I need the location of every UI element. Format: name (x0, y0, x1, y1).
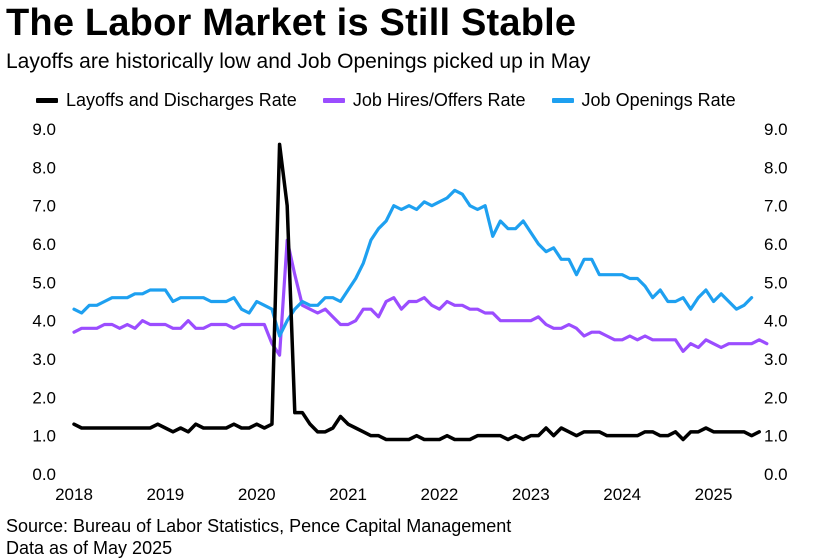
legend-item-openings: Job Openings Rate (551, 90, 736, 111)
x-tick-2024: 2024 (603, 485, 641, 504)
series-line-layoffs-and-discharges-rate (72, 142, 761, 442)
legend-swatch-hires (322, 98, 345, 103)
data-as-of-text: Data as of May 2025 (6, 538, 173, 558)
chart-subtitle: Layoffs are historically low and Job Ope… (6, 50, 591, 73)
source-note: Source: Bureau of Labor Statistics, Penc… (6, 515, 511, 559)
y-tick-right-1: 1.0 (764, 427, 788, 446)
x-tick-2022: 2022 (421, 485, 459, 504)
y-tick-left-0: 0.0 (32, 465, 56, 484)
legend-label-layoffs: Layoffs and Discharges Rate (66, 90, 297, 110)
y-tick-left-2: 2.0 (32, 388, 56, 407)
x-tick-2018: 2018 (55, 485, 93, 504)
chart-legend: Layoffs and Discharges Rate Job Hires/Of… (36, 90, 736, 111)
y-tick-left-8: 8.0 (32, 158, 56, 177)
legend-item-layoffs: Layoffs and Discharges Rate (36, 90, 297, 111)
legend-label-openings: Job Openings Rate (581, 90, 736, 110)
x-tick-2021: 2021 (329, 485, 367, 504)
y-tick-left-7: 7.0 (32, 197, 56, 216)
y-tick-right-7: 7.0 (764, 197, 788, 216)
y-tick-right-4: 4.0 (764, 312, 788, 331)
series-line-job-openings-rate (72, 188, 754, 338)
x-tick-2025: 2025 (695, 485, 733, 504)
y-tick-right-5: 5.0 (764, 273, 788, 292)
y-tick-right-8: 8.0 (764, 158, 788, 177)
y-tick-right-0: 0.0 (764, 465, 788, 484)
line-chart: 0.0 0.0 1.0 1.0 2.0 2.0 3.0 3.0 4.0 4.0 5.0 5.0 6.0 6… (32, 120, 788, 504)
y-tick-right-9: 9.0 (764, 120, 788, 139)
x-tick-2020: 2020 (238, 485, 276, 504)
legend-swatch-layoffs (36, 98, 58, 103)
legend-swatch-openings (551, 98, 574, 103)
y-tick-right-3: 3.0 (764, 350, 788, 369)
x-tick-2019: 2019 (146, 485, 184, 504)
y-tick-left-4: 4.0 (32, 312, 56, 331)
y-tick-left-6: 6.0 (32, 235, 56, 254)
y-tick-left-9: 9.0 (32, 120, 56, 139)
source-text: Source: Bureau of Labor Statistics, Penc… (6, 516, 512, 536)
y-tick-right-2: 2.0 (764, 388, 788, 407)
y-tick-left-1: 1.0 (32, 427, 56, 446)
y-tick-left-5: 5.0 (32, 273, 56, 292)
y-tick-right-6: 6.0 (764, 235, 788, 254)
legend-label-hires: Job Hires/Offers Rate (352, 90, 526, 110)
series-line-job-hires-offers-rate (72, 238, 769, 357)
x-tick-2023: 2023 (512, 485, 550, 504)
legend-item-hires: Job Hires/Offers Rate (322, 90, 526, 111)
chart-title: The Labor Market is Still Stable (6, 2, 577, 44)
y-tick-left-3: 3.0 (32, 350, 56, 369)
